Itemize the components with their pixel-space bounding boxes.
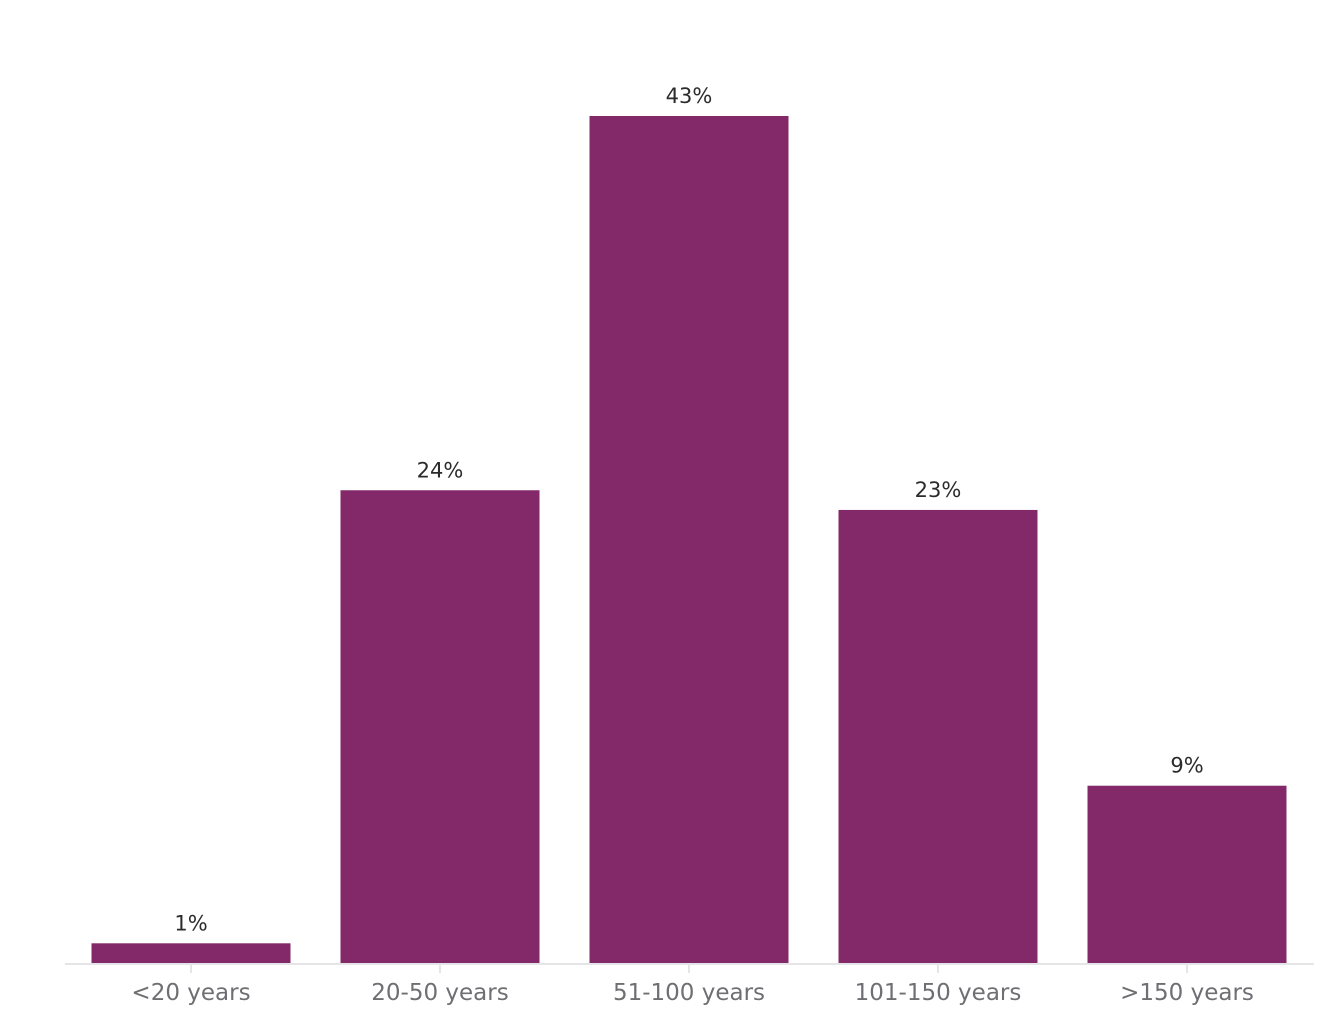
bars-layer — [91, 116, 1287, 963]
x-axis: <20 years 20-50 years 51-100 years 101-150 … — [65, 963, 1314, 1006]
bar-1[interactable] — [340, 490, 540, 963]
data-labels-layer: 1% 24% 43% 23% 9% — [174, 84, 1203, 935]
x-tick-label-3: 101-150 years — [855, 980, 1022, 1006]
data-label-1: 24% — [417, 458, 464, 482]
data-label-2: 43% — [666, 84, 713, 108]
bar-3[interactable] — [838, 509, 1038, 963]
bar-2[interactable] — [589, 116, 789, 963]
x-tick-label-0: <20 years — [131, 980, 250, 1006]
bar-0[interactable] — [91, 943, 291, 963]
data-label-3: 23% — [915, 478, 962, 502]
data-label-0: 1% — [174, 911, 207, 935]
x-tick-label-2: 51-100 years — [613, 980, 765, 1006]
bar-4[interactable] — [1087, 785, 1287, 963]
x-tick-label-4: >150 years — [1120, 980, 1254, 1006]
x-tick-label-1: 20-50 years — [371, 980, 508, 1006]
data-label-4: 9% — [1170, 754, 1203, 778]
